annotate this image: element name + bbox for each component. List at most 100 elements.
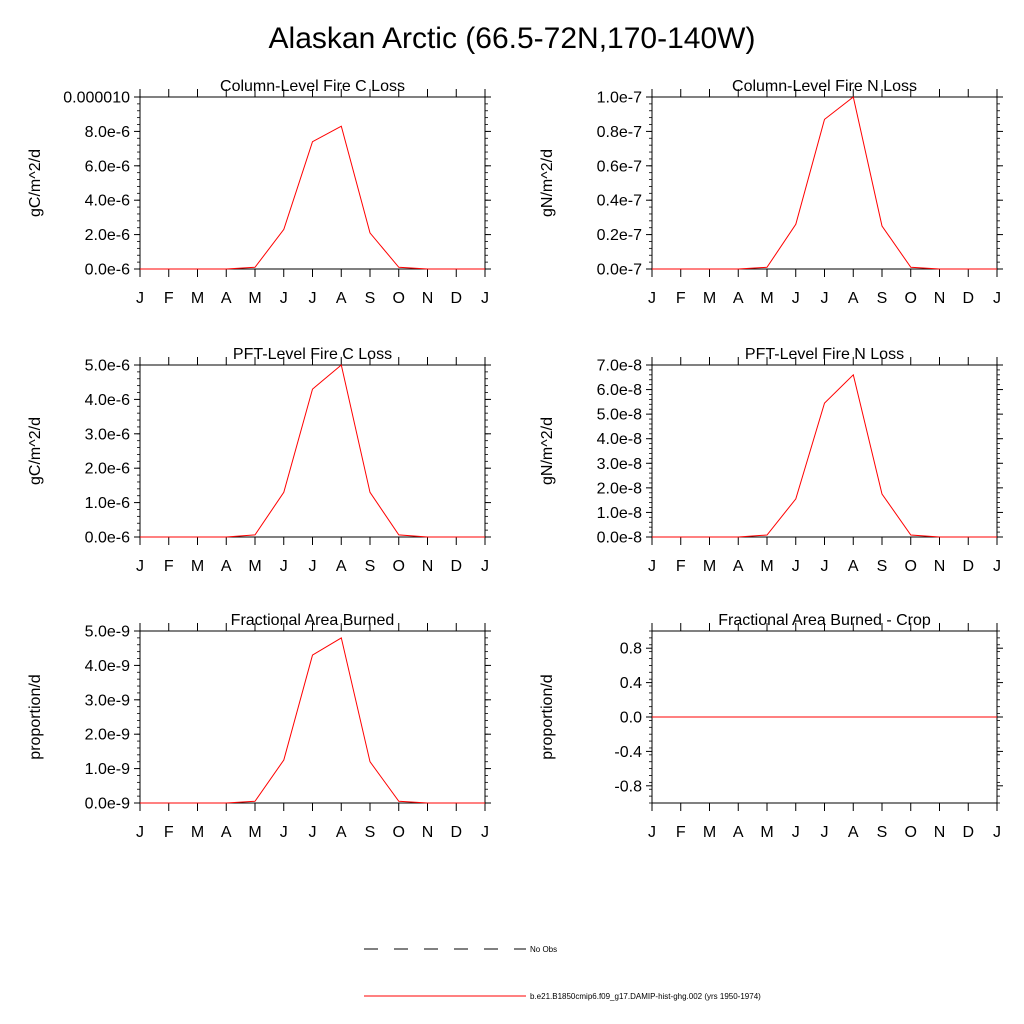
x-tick-label: A xyxy=(221,824,232,841)
chart-panel: Column-Level Fire N Loss gN/m^2/d 0.0e-7 0.… xyxy=(539,78,1003,307)
x-tick-label: J xyxy=(280,290,288,307)
x-tick-label: D xyxy=(450,290,462,307)
y-tick-label: 5.0e-9 xyxy=(85,624,130,641)
series-line xyxy=(140,637,485,804)
x-tick-label: J xyxy=(648,558,656,575)
x-tick-label: J xyxy=(481,290,489,307)
y-tick-label: 2.0e-9 xyxy=(85,727,130,744)
x-tick-label: M xyxy=(760,290,773,307)
x-tick-label: D xyxy=(450,558,462,575)
x-tick-label: A xyxy=(336,558,347,575)
chart-panel: PFT-Level Fire C Loss gC/m^2/d 0.0e-6 1.0e-… xyxy=(27,346,491,575)
y-axis-label: gN/m^2/d xyxy=(539,417,556,485)
x-tick-label: M xyxy=(703,558,716,575)
y-tick-label: 3.0e-6 xyxy=(85,426,130,443)
panel-title: Fractional Area Burned - Crop xyxy=(718,612,931,629)
x-tick-label: M xyxy=(191,290,204,307)
y-tick-label: 0.0e-9 xyxy=(85,796,130,813)
y-axis-label: proportion/d xyxy=(27,674,44,759)
x-tick-label: J xyxy=(648,824,656,841)
x-tick-label: A xyxy=(221,290,232,307)
x-tick-label: O xyxy=(905,824,917,841)
y-tick-label: 2.0e-6 xyxy=(85,461,130,478)
y-tick-label: 0.4e-7 xyxy=(597,193,642,210)
x-tick-label: N xyxy=(934,558,946,575)
y-tick-label: 4.0e-9 xyxy=(85,658,130,675)
y-tick-label: 4.0e-8 xyxy=(597,431,642,448)
y-tick-label: 0.4 xyxy=(620,675,642,692)
y-axis-label: gC/m^2/d xyxy=(27,149,44,217)
y-tick-label: -0.4 xyxy=(614,744,642,761)
x-tick-label: S xyxy=(877,290,888,307)
chart-panels: Column-Level Fire C Loss gC/m^2/d 0.0e-6 2.… xyxy=(27,78,1003,841)
series-line xyxy=(652,96,997,270)
panel-title: PFT-Level Fire N Loss xyxy=(745,346,904,363)
y-tick-label: 6.0e-8 xyxy=(597,382,642,399)
x-tick-label: D xyxy=(962,558,974,575)
panel-title: PFT-Level Fire C Loss xyxy=(233,346,392,363)
x-tick-label: M xyxy=(191,558,204,575)
y-axis-label: proportion/d xyxy=(539,674,556,759)
y-tick-label: 0.8 xyxy=(620,641,642,658)
x-tick-label: O xyxy=(905,290,917,307)
x-tick-label: N xyxy=(934,290,946,307)
y-tick-label: 1.0e-9 xyxy=(85,761,130,778)
x-tick-label: A xyxy=(733,290,744,307)
x-tick-label: N xyxy=(422,558,434,575)
y-axis-label: gC/m^2/d xyxy=(27,417,44,485)
x-tick-label: O xyxy=(905,558,917,575)
x-tick-label: J xyxy=(792,558,800,575)
legend-model-label: b.e21.B1850cmip6.f09_g17.DAMIP-hist-ghg.… xyxy=(530,992,761,1001)
chart-panel: Column-Level Fire C Loss gC/m^2/d 0.0e-6 2.… xyxy=(27,78,491,307)
x-tick-label: J xyxy=(792,290,800,307)
x-tick-label: A xyxy=(848,558,859,575)
legend-obs-label: No Obs xyxy=(530,945,557,954)
x-tick-label: A xyxy=(733,558,744,575)
plot-frame xyxy=(651,364,998,538)
panel-title: Column-Level Fire C Loss xyxy=(220,78,405,95)
y-tick-label: 8.0e-6 xyxy=(85,124,130,141)
y-axis-label: gN/m^2/d xyxy=(539,149,556,217)
y-tick-label: 0.6e-7 xyxy=(597,158,642,175)
y-tick-label: 0.2e-7 xyxy=(597,227,642,244)
series-line xyxy=(140,125,485,270)
x-tick-label: S xyxy=(365,824,376,841)
x-tick-label: A xyxy=(848,290,859,307)
y-tick-label: 1.0e-6 xyxy=(85,495,130,512)
x-tick-label: A xyxy=(336,290,347,307)
y-tick-label: 4.0e-6 xyxy=(85,392,130,409)
x-tick-label: N xyxy=(934,824,946,841)
x-tick-label: S xyxy=(877,824,888,841)
x-tick-label: M xyxy=(248,290,261,307)
y-tick-label: 0.0e-8 xyxy=(597,530,642,547)
y-tick-label: 2.0e-6 xyxy=(85,227,130,244)
x-tick-label: A xyxy=(221,558,232,575)
y-tick-label: 5.0e-8 xyxy=(597,407,642,424)
y-tick-label: 3.0e-8 xyxy=(597,456,642,473)
x-tick-label: J xyxy=(993,290,1001,307)
y-tick-label: 1.0e-8 xyxy=(597,505,642,522)
x-tick-label: M xyxy=(760,558,773,575)
x-tick-label: F xyxy=(164,290,174,307)
legend: No Obs b.e21.B1850cmip6.f09_g17.DAMIP-hi… xyxy=(364,945,761,1001)
x-tick-label: J xyxy=(993,558,1001,575)
x-tick-label: J xyxy=(280,824,288,841)
y-tick-label: 6.0e-6 xyxy=(85,158,130,175)
x-tick-label: A xyxy=(848,824,859,841)
x-tick-label: J xyxy=(648,290,656,307)
x-tick-label: S xyxy=(877,558,888,575)
y-tick-label: 0.8e-7 xyxy=(597,124,642,141)
panel-title: Column-Level Fire N Loss xyxy=(732,78,917,95)
x-tick-label: A xyxy=(733,824,744,841)
x-tick-label: M xyxy=(191,824,204,841)
y-tick-label: 0.000010 xyxy=(63,90,130,107)
x-tick-label: J xyxy=(309,558,317,575)
x-tick-label: F xyxy=(676,290,686,307)
y-tick-label: 0.0e-7 xyxy=(597,262,642,279)
panel-title: Fractional Area Burned xyxy=(231,612,395,629)
figure-title: Alaskan Arctic (66.5-72N,170-140W) xyxy=(268,22,756,55)
x-tick-label: J xyxy=(481,824,489,841)
y-tick-label: 0.0 xyxy=(620,710,642,727)
x-tick-label: J xyxy=(136,824,144,841)
